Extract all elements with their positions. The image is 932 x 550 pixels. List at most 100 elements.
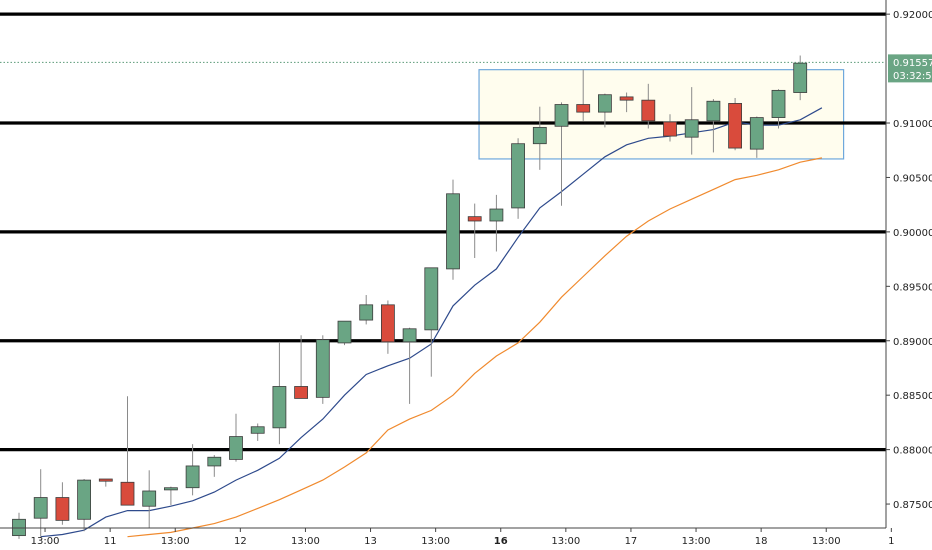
candle-body bbox=[33, 497, 48, 519]
candle-6 bbox=[142, 470, 157, 528]
x-tick-label-9: 17 bbox=[625, 536, 638, 547]
candle-27 bbox=[598, 93, 612, 128]
candle-body bbox=[294, 386, 309, 399]
y-tick-label-4: 0.89500 bbox=[893, 282, 932, 293]
x-tick-label-10: 13:00 bbox=[682, 536, 711, 547]
x-tick-label-11: 18 bbox=[755, 536, 768, 547]
x-tick-label-1: 11 bbox=[104, 536, 117, 547]
candle-body bbox=[77, 479, 91, 520]
y-tick-label-6: 0.90500 bbox=[893, 173, 932, 184]
candle-18 bbox=[402, 327, 417, 404]
candle-body bbox=[598, 94, 612, 113]
candle-22 bbox=[489, 194, 504, 252]
candle-body bbox=[793, 62, 808, 93]
candle-body bbox=[359, 304, 374, 321]
candle-3 bbox=[77, 479, 91, 532]
candle-4 bbox=[98, 478, 113, 487]
y-tick-label-1: 0.88000 bbox=[893, 446, 932, 457]
candle-body bbox=[532, 126, 547, 145]
last-price-label: 0.91557 bbox=[893, 58, 932, 69]
candle-26 bbox=[576, 69, 591, 121]
candle-0 bbox=[12, 512, 26, 539]
candle-8 bbox=[185, 444, 200, 496]
candle-body bbox=[424, 267, 439, 331]
last-price-tag bbox=[888, 54, 932, 83]
x-tick-label-5: 13 bbox=[364, 536, 377, 547]
candle-20 bbox=[446, 179, 460, 280]
candle-31 bbox=[684, 87, 699, 155]
candle-body bbox=[380, 304, 395, 343]
candle-body bbox=[142, 490, 157, 507]
candle-body bbox=[489, 208, 504, 222]
candle-2 bbox=[55, 482, 70, 525]
candle-body bbox=[250, 426, 265, 434]
x-tick-label-13: 1 bbox=[888, 536, 894, 547]
candle-body bbox=[706, 100, 721, 122]
candle-body bbox=[554, 104, 569, 127]
countdown-label: 03:32:59 bbox=[893, 71, 932, 82]
candle-body bbox=[229, 436, 243, 460]
x-tick-label-8: 13:00 bbox=[551, 536, 580, 547]
candle-body bbox=[684, 119, 699, 138]
candle-7 bbox=[163, 486, 178, 506]
candle-33 bbox=[728, 97, 742, 151]
candle-24 bbox=[532, 106, 547, 170]
candle-23 bbox=[511, 138, 526, 219]
candle-body bbox=[163, 487, 178, 491]
y-tick-label-7: 0.91000 bbox=[893, 119, 932, 130]
x-tick-label-7: 16 bbox=[494, 536, 508, 547]
candle-13 bbox=[294, 335, 309, 399]
candle-35 bbox=[771, 89, 786, 129]
candle-body bbox=[98, 478, 113, 482]
y-tick-label-8: 0.92000 bbox=[893, 10, 932, 21]
candle-body bbox=[315, 339, 330, 398]
y-tick-label-2: 0.88500 bbox=[893, 391, 932, 402]
range-box bbox=[478, 69, 845, 160]
candle-body bbox=[749, 117, 764, 150]
candle-15 bbox=[337, 320, 352, 346]
candle-17 bbox=[380, 300, 395, 354]
last-price-layer: 0.91557 03:32:59 bbox=[0, 54, 932, 83]
x-tick-label-12: 13:00 bbox=[812, 536, 841, 547]
candle-body bbox=[663, 121, 677, 137]
candle-body bbox=[185, 465, 200, 489]
candle-body bbox=[55, 497, 70, 521]
candle-25 bbox=[554, 102, 569, 206]
candle-body bbox=[446, 193, 460, 270]
candles-layer bbox=[12, 55, 808, 539]
x-tick-label-6: 13:00 bbox=[421, 536, 450, 547]
candle-body bbox=[120, 481, 135, 506]
candle-body bbox=[402, 328, 417, 343]
slow-moving-average-line bbox=[127, 157, 823, 538]
candle-30 bbox=[663, 114, 677, 142]
candle-5 bbox=[120, 396, 135, 506]
candle-21 bbox=[467, 203, 482, 259]
candle-14 bbox=[315, 335, 330, 404]
candle-body bbox=[641, 99, 656, 122]
candle-28 bbox=[619, 92, 634, 113]
candle-19 bbox=[424, 267, 439, 377]
candle-10 bbox=[229, 413, 243, 462]
candle-36 bbox=[793, 55, 808, 101]
candle-34 bbox=[749, 116, 764, 158]
candle-body bbox=[771, 89, 786, 118]
candle-9 bbox=[207, 455, 222, 477]
candle-11 bbox=[250, 423, 265, 441]
y-tick-label-3: 0.89000 bbox=[893, 337, 932, 348]
candle-body bbox=[272, 386, 287, 429]
candle-body bbox=[12, 518, 26, 537]
candle-body bbox=[511, 143, 526, 209]
range-box-layer bbox=[478, 69, 845, 160]
candle-body bbox=[337, 320, 352, 344]
candle-29 bbox=[641, 83, 656, 129]
candle-body bbox=[728, 103, 742, 149]
horizontal-levels-layer bbox=[0, 12, 886, 452]
x-tick-label-0: 13:00 bbox=[31, 536, 60, 547]
x-tick-label-4: 13:00 bbox=[291, 536, 320, 547]
candle-16 bbox=[359, 295, 374, 325]
candle-body bbox=[207, 456, 222, 467]
x-tick-label-2: 13:00 bbox=[161, 536, 190, 547]
candle-body bbox=[467, 216, 482, 222]
candle-32 bbox=[706, 99, 721, 153]
